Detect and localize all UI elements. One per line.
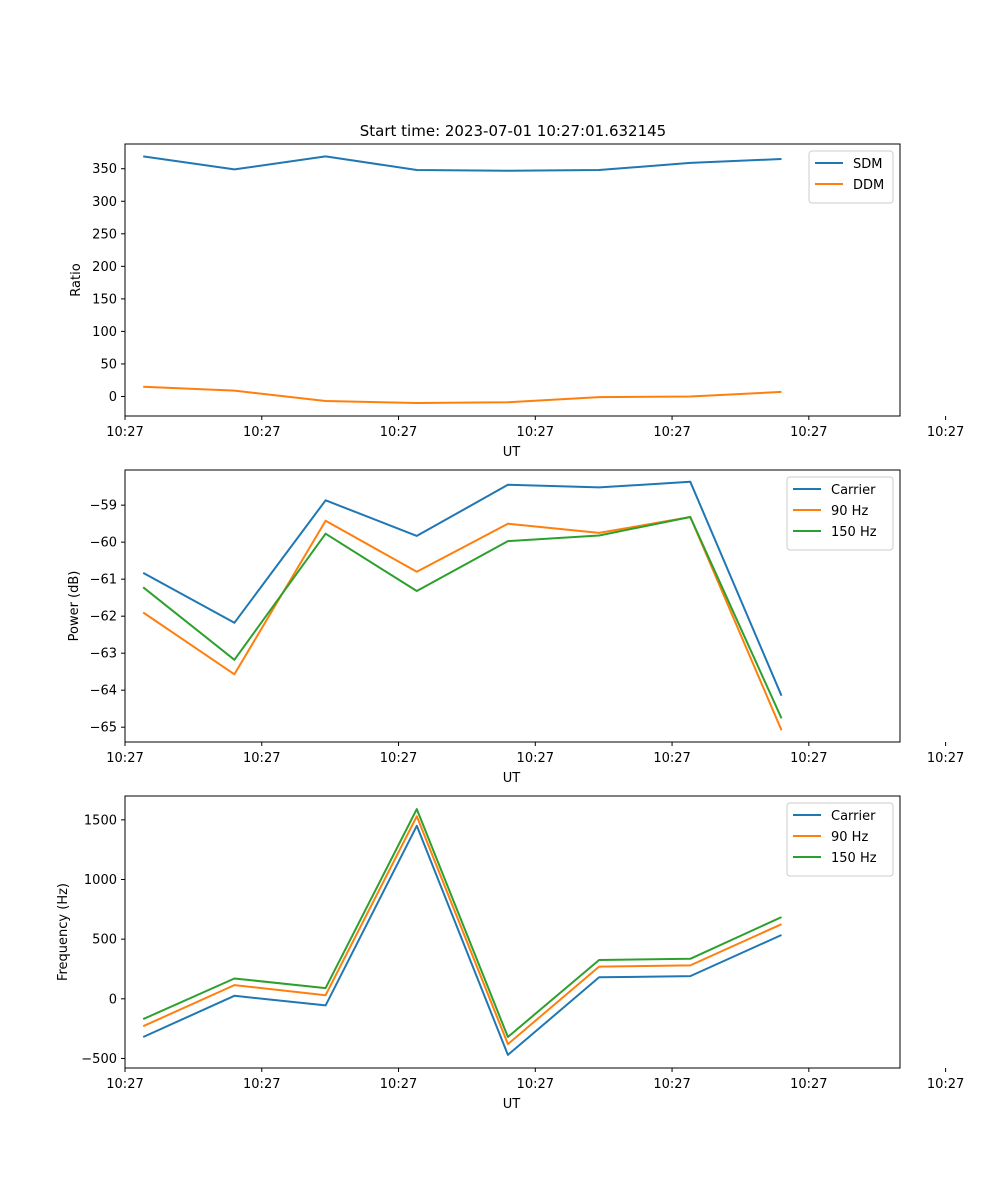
y-tick-label: 50 <box>100 357 117 372</box>
x-tick-label: 10:27 <box>790 425 827 440</box>
legend-label: Carrier <box>831 483 876 498</box>
x-tick-label: 10:27 <box>653 425 690 440</box>
plot-frame <box>124 143 901 417</box>
y-tick-label: 1000 <box>84 873 117 888</box>
series-line-150-hz <box>142 516 783 719</box>
chart-3: 1500 1000 500 0 −500 10:27 10:27 10:27 10:27 10:2… <box>56 795 964 1112</box>
series-line-ddm <box>143 385 782 404</box>
series-line-carrier <box>142 480 783 697</box>
y-tick-label: 0 <box>109 992 117 1007</box>
legend-label: 150 Hz <box>831 851 877 866</box>
y-tick-label: 200 <box>92 260 117 275</box>
y-tick-label: −500 <box>81 1052 117 1067</box>
y-axis-label: Power (dB) <box>67 571 82 642</box>
legend: SDM DDM <box>808 150 894 204</box>
legend: Carrier 90 Hz 150 Hz <box>786 802 894 877</box>
legend-label: Carrier <box>831 809 876 824</box>
x-tick-label: 10:27 <box>927 751 964 766</box>
y-tick-label: −65 <box>90 721 117 736</box>
chart-2: −59 −60 −61 −62 −63 −64 −65 10:27 10:27 10:27 10:2… <box>67 469 964 786</box>
x-tick-label: 10:27 <box>106 425 143 440</box>
y-tick-label: 1500 <box>84 813 117 828</box>
x-tick-label: 10:27 <box>517 751 554 766</box>
x-tick-label: 10:27 <box>106 1077 143 1092</box>
y-tick-label: −63 <box>90 647 117 662</box>
x-tick-label: 10:27 <box>790 1077 827 1092</box>
y-tick-label: −59 <box>90 499 117 514</box>
y-tick-label: −64 <box>90 684 117 699</box>
legend-label: 90 Hz <box>831 504 868 519</box>
x-tick-label: 10:27 <box>653 751 690 766</box>
x-tick-label: 10:27 <box>517 425 554 440</box>
x-axis-label: UT <box>503 445 521 460</box>
x-tick-label: 10:27 <box>927 425 964 440</box>
y-tick-label: 250 <box>92 227 117 242</box>
y-tick-label: 0 <box>109 390 117 405</box>
legend-label: DDM <box>853 178 884 193</box>
y-tick-label: 350 <box>92 162 117 177</box>
x-tick-label: 10:27 <box>653 1077 690 1092</box>
x-tick-label: 10:27 <box>380 425 417 440</box>
series-line-150-hz <box>142 808 782 1038</box>
x-tick-label: 10:27 <box>790 751 827 766</box>
y-tick-label: −62 <box>90 610 117 625</box>
x-axis-label: UT <box>503 1097 521 1112</box>
x-tick-label: 10:27 <box>243 425 280 440</box>
y-tick-label: 300 <box>92 195 117 210</box>
x-tick-label: 10:27 <box>106 751 143 766</box>
x-tick-label: 10:27 <box>243 1077 280 1092</box>
series-line-90-hz <box>142 815 782 1046</box>
series-line-carrier <box>142 824 782 1056</box>
y-tick-label: 150 <box>92 292 117 307</box>
y-axis-label: Frequency (Hz) <box>56 883 71 981</box>
figure-title: Start time: 2023-07-01 10:27:01.632145 <box>360 122 666 140</box>
x-tick-label: 10:27 <box>380 751 417 766</box>
x-tick-label: 10:27 <box>243 751 280 766</box>
legend-label: 90 Hz <box>831 830 868 845</box>
plot-frame <box>124 469 901 743</box>
y-axis-label: Ratio <box>69 263 84 296</box>
y-tick-label: −60 <box>90 536 117 551</box>
y-tick-label: 500 <box>92 933 117 948</box>
plot-frame <box>124 795 901 1069</box>
legend-label: 150 Hz <box>831 525 877 540</box>
legend: Carrier 90 Hz 150 Hz <box>786 476 894 551</box>
x-tick-label: 10:27 <box>517 1077 554 1092</box>
y-tick-label: 100 <box>92 325 117 340</box>
x-axis-label: UT <box>503 771 521 786</box>
x-tick-label: 10:27 <box>380 1077 417 1092</box>
x-tick-label: 10:27 <box>927 1077 964 1092</box>
chart-1: 0 50 100 150 200 250 300 350 10:27 10:27 10:27 10:2… <box>69 143 964 460</box>
y-tick-label: −61 <box>90 573 117 588</box>
series-line-sdm <box>143 155 782 172</box>
legend-label: SDM <box>853 157 882 172</box>
